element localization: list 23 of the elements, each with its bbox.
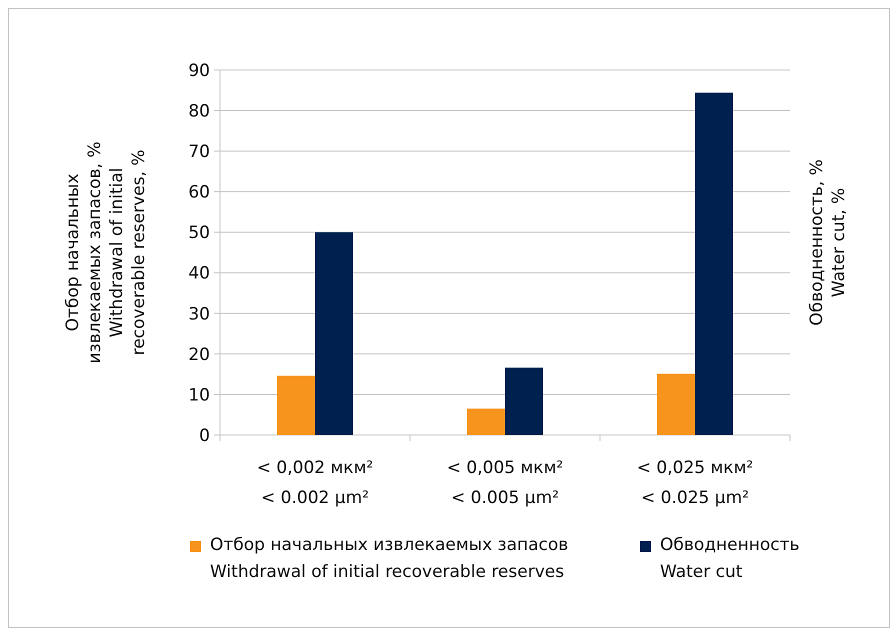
y-tick-label: 40 (188, 264, 210, 284)
bar (467, 408, 505, 435)
y-tick-label: 10 (188, 385, 210, 406)
legend-label: Отбор начальных извлекаемых запасов Withdrawal of initial recoverable reserves (210, 535, 568, 582)
y-tick-label: 70 (188, 142, 210, 162)
x-tick-label: < 0,002 мкм² < 0.002 µm² (256, 458, 374, 508)
bar (657, 374, 695, 435)
x-tick-label: < 0,025 мкм² < 0.025 µm² (636, 458, 754, 508)
y-axis-title: Отбор начальных извлекаемых запасов, % Withdrawal of initial recoverable reserves, % (63, 141, 149, 364)
y2-axis-title: Обводненность, % Water cut, % (807, 159, 849, 326)
bar (277, 376, 315, 435)
y-tick-label: 30 (188, 304, 210, 324)
bar (505, 368, 543, 435)
bar (315, 232, 353, 435)
y-tick-label: 80 (188, 102, 210, 122)
y-tick-label: 50 (188, 223, 210, 244)
y-tick-label: 0 (199, 426, 210, 446)
y-tick-label: 60 (188, 182, 210, 203)
legend-label: Обводненность Water cut (660, 535, 800, 582)
x-tick-label: < 0,005 мкм² < 0.005 µm² (446, 458, 564, 508)
bar (695, 92, 733, 435)
y-tick-label: 90 (188, 60, 210, 81)
y-tick-label: 20 (188, 344, 210, 365)
